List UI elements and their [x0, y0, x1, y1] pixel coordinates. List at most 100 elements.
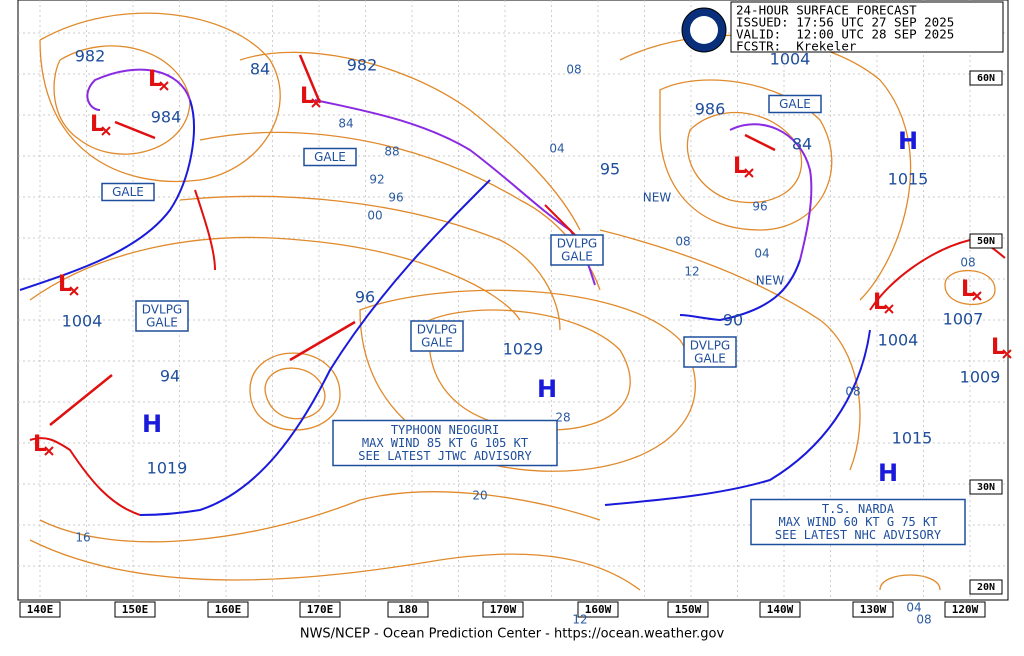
- low-center: L: [33, 432, 47, 457]
- advisory-box: [750, 498, 966, 546]
- advisory-text: TYPHOON NEOGURI: [391, 423, 499, 437]
- low-cross: [101, 126, 111, 136]
- isobar-label: 08: [566, 63, 581, 77]
- longitude-label: 160W: [585, 603, 612, 616]
- pressure-label: 96: [355, 288, 375, 307]
- isobar-label: 16: [75, 531, 90, 545]
- low-cross: [744, 168, 754, 178]
- advisory-text: SEE LATEST JTWC ADVISORY: [358, 449, 532, 463]
- pressure-label: 982: [75, 47, 106, 66]
- gale-box: [768, 94, 822, 114]
- low-center: L: [991, 335, 1005, 360]
- isobar-label: 08: [845, 385, 860, 399]
- pressure-label: 1004: [62, 312, 103, 331]
- pressure-label: 1004: [770, 50, 811, 69]
- gale-box: [135, 300, 189, 332]
- gale-text: GALE: [561, 250, 593, 264]
- high-center: H: [537, 375, 557, 403]
- isobar-label: 84: [338, 117, 353, 131]
- latitude-label: 20N: [977, 582, 995, 593]
- header-box: [730, 1, 1004, 53]
- longitude-box: [852, 601, 894, 618]
- longitude-box: [667, 601, 709, 618]
- isobar-label: 04: [549, 142, 564, 156]
- longitude-label: 120W: [952, 603, 979, 616]
- gale-text: GALE: [314, 150, 346, 164]
- pressure-label: 1015: [892, 429, 933, 448]
- header-line: VALID: 12:00 UTC 28 SEP 2025: [736, 27, 954, 42]
- pressure-label: 84: [792, 135, 812, 154]
- gale-text: DVLPG: [142, 303, 182, 317]
- isobar-label: 08: [916, 613, 931, 627]
- latitude-box: [969, 233, 1003, 249]
- isobar-label: 96: [388, 191, 403, 205]
- low-center: L: [300, 84, 314, 109]
- isobar-label: 08: [960, 256, 975, 270]
- isobar-label: 92: [369, 173, 384, 187]
- isobar-label: 12: [572, 613, 587, 627]
- longitude-label: 140W: [767, 603, 794, 616]
- longitude-box: [944, 601, 986, 618]
- low-center: L: [148, 67, 162, 92]
- longitude-box: [299, 601, 341, 618]
- longitude-box: [482, 601, 524, 618]
- low-cross: [69, 286, 79, 296]
- low-center: L: [733, 154, 747, 179]
- longitude-label: 150W: [675, 603, 702, 616]
- latitude-box: [969, 70, 1003, 86]
- pressure-label: 1004: [878, 331, 919, 350]
- latitude-label: 30N: [977, 482, 995, 493]
- isobar-label: 88: [384, 145, 399, 159]
- longitude-box: [207, 601, 249, 618]
- isobar-label: 12: [684, 265, 699, 279]
- new-label: NEW: [756, 274, 785, 288]
- gale-text: GALE: [421, 336, 453, 350]
- low-cross: [972, 291, 982, 301]
- longitude-label: 170E: [307, 603, 334, 616]
- gale-text: GALE: [779, 97, 811, 111]
- pressure-label: 90: [723, 311, 743, 330]
- gale-text: GALE: [112, 185, 144, 199]
- latitude-label: 60N: [977, 73, 995, 84]
- isobar-label: 00: [367, 209, 382, 223]
- longitude-label: 180: [398, 603, 418, 616]
- gale-text: DVLPG: [417, 323, 457, 337]
- low-center: L: [961, 277, 975, 302]
- low-cross: [311, 98, 321, 108]
- advisory-text: MAX WIND 85 KT G 105 KT: [362, 436, 528, 450]
- longitude-label: 160E: [215, 603, 242, 616]
- advisory-text: T.S. NARDA: [822, 502, 895, 516]
- footer: NWS/NCEP - Ocean Prediction Center - htt…: [300, 627, 725, 642]
- gale-text: GALE: [694, 352, 726, 366]
- gale-box: [303, 147, 357, 167]
- low-cross: [44, 446, 54, 456]
- low-center: L: [873, 290, 887, 315]
- header-line: 24-HOUR SURFACE FORECAST: [736, 3, 917, 18]
- gale-box: [410, 320, 464, 352]
- isobar-label: 28: [555, 411, 570, 425]
- longitude-box: [577, 601, 619, 618]
- header-line: ISSUED: 17:56 UTC 27 SEP 2025: [736, 15, 954, 30]
- pressure-label: 1015: [888, 170, 929, 189]
- gale-text: GALE: [146, 316, 178, 330]
- gale-box: [683, 336, 737, 368]
- pressure-label: 84: [250, 60, 270, 79]
- header-line: FCSTR: Krekeler: [736, 39, 857, 54]
- isobar-label: 20: [472, 489, 487, 503]
- gale-text: DVLPG: [690, 339, 730, 353]
- isobar-label: 04: [906, 601, 921, 615]
- high-center: H: [142, 410, 162, 438]
- longitude-box: [759, 601, 801, 618]
- isobar-label: 08: [675, 235, 690, 249]
- gale-box: [550, 234, 604, 266]
- latitude-box: [969, 479, 1003, 495]
- high-center: H: [898, 127, 918, 155]
- pressure-label: 1029: [503, 340, 544, 359]
- longitude-label: 170W: [490, 603, 517, 616]
- low-center: L: [58, 272, 72, 297]
- advisory-text: SEE LATEST NHC ADVISORY: [775, 528, 942, 542]
- high-center: H: [878, 459, 898, 487]
- pressure-label: 94: [160, 367, 180, 386]
- pressure-label: 1019: [147, 459, 188, 478]
